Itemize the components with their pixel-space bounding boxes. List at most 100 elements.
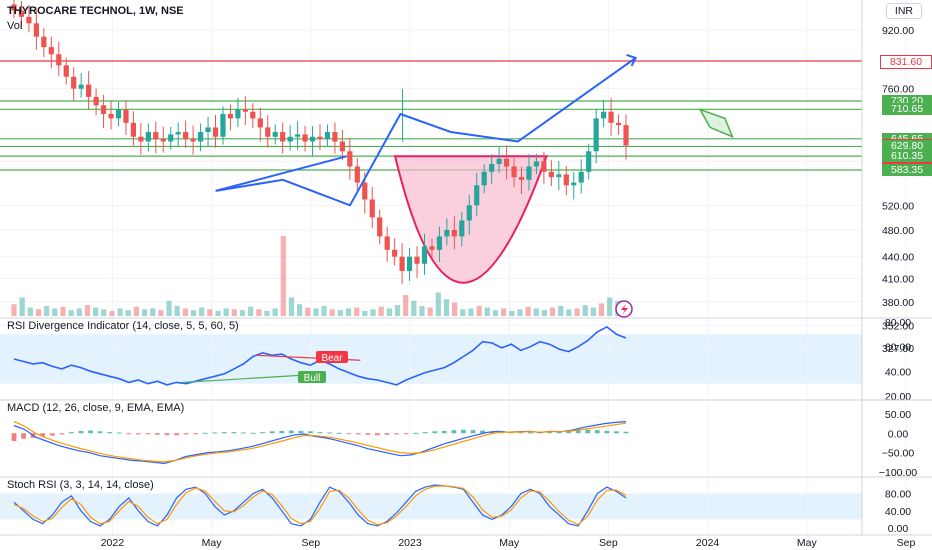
volume-bar [574,308,580,316]
rsi-title: RSI Divergence Indicator (14, close, 5, … [7,320,239,332]
price-axis-label: 327.00 [882,343,914,355]
price-candle [26,16,32,24]
volume-bar [517,309,523,316]
bear-label: Bear [321,353,343,364]
x-tick-label: May [202,537,223,549]
flag-pattern [698,108,734,139]
macd-histogram-bar [422,432,428,434]
volume-bar [215,310,221,316]
price-tag-support: 629.80 [882,140,932,153]
price-candle [93,96,99,106]
price-candle [332,132,338,142]
macd-histogram-bar [49,433,55,436]
price-candle [339,141,345,152]
macd-histogram-bar [212,432,218,434]
volume-bar [607,297,613,316]
price-axis-label: 520.00 [882,200,914,212]
volume-bar [174,305,180,316]
volume-bar [558,305,564,316]
price-candle [160,139,166,142]
volume-bar [541,310,547,316]
x-tick-label: Sep [897,537,916,549]
volume-bar [427,307,433,316]
x-tick-label: May [499,537,520,549]
x-tick-label: 2022 [101,537,125,549]
stoch-d-line [13,485,627,526]
rsi-axis-label: 40.00 [885,366,911,378]
macd-histogram-bar [355,433,361,435]
volume-bar [150,308,156,316]
macd-histogram-bar [164,433,170,436]
macd-histogram-bar [317,432,323,434]
macd-histogram-bar [575,429,581,434]
price-candle [86,84,92,97]
volume-bar [117,308,123,316]
bull-label: Bull [304,373,321,384]
macd-axis-label: 50.00 [885,409,911,421]
x-tick-label: 2023 [398,537,422,549]
projection-arrowhead [626,53,638,67]
price-candle [18,10,25,17]
macd-histogram-bar [202,432,208,434]
macd-histogram-bar [585,429,591,434]
volume-bar [313,308,319,316]
volume-bar [484,307,490,316]
price-candle [601,111,607,119]
rsi-axis-label: 80.00 [885,317,911,329]
price-axis-label: 480.00 [882,225,914,237]
volume-bar [44,305,50,316]
price-axis-label: 380.00 [882,297,914,309]
macd-histogram-bar [308,431,313,434]
price-candle [623,125,629,146]
x-tick-label: Sep [599,537,618,549]
price-candle [399,256,405,271]
macd-histogram-bar [451,430,457,434]
price-candle [466,205,472,221]
price-candle [392,249,398,257]
volume-bar [566,309,572,316]
stoch-axis-label: 0.00 [888,523,909,535]
price-candle [190,139,196,142]
price-candle [518,177,525,180]
macd-histogram-bar [614,431,619,434]
macd-line [13,421,627,465]
macd-histogram-bar [480,430,485,434]
stoch-axis-label: 40.00 [885,506,911,518]
price-axis-label: 920.00 [882,25,914,37]
volume-bar [492,310,499,316]
currency-button[interactable]: INR [885,3,922,19]
price-candle [145,132,151,142]
price-candle [295,134,301,137]
volume-bar [280,236,286,316]
price-candle [197,132,204,142]
macd-histogram-bar [374,433,380,436]
macd-axis-label: 0.00 [888,428,909,440]
stoch-axis-label: 80.00 [885,489,911,501]
volume-bar [598,303,605,316]
volume-bar [68,310,74,316]
price-candle [347,151,353,167]
price-candle [317,136,323,140]
volume-bar [305,307,311,316]
volume-bar [93,307,99,316]
macd-histogram-bar [68,432,74,434]
macd-histogram-bar [78,430,84,434]
rsi-band [0,334,862,384]
macd-axis-label: −50.00 [882,448,915,460]
price-candle [78,84,84,89]
macd-histogram-bar [413,432,419,434]
price-candle [265,127,271,137]
volume-bar [329,309,335,316]
price-candle [548,171,554,178]
price-candle [593,118,599,152]
volume-bar [11,304,17,316]
symbol-title[interactable]: THYROCARE TECHNOL, 1W, NSE [7,5,184,17]
macd-histogram-bar [298,430,304,434]
price-candle [406,256,413,271]
macd-histogram-bar [394,433,399,435]
volume-bar [109,310,115,316]
volume-bar [394,305,401,316]
price-axis-label: 352.00 [882,320,914,332]
volume-bar [223,308,229,316]
